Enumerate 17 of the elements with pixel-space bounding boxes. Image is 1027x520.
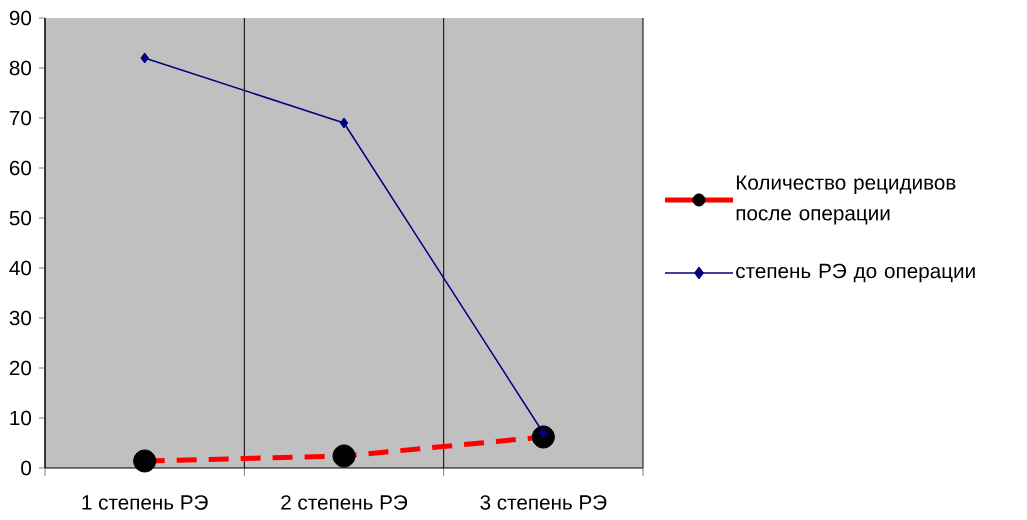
y-tick-label: 30 [9,310,32,326]
x-tick-label: 2 степень РЭ [281,495,408,510]
legend-label: степень РЭ до операции [736,263,975,283]
point [339,117,349,129]
y-tick-label: 10 [10,410,32,426]
y-tick-label: 70 [9,110,32,126]
y-tick-label: 80 [9,60,32,76]
x-tick-label: 3 степень РЭ [480,495,607,510]
y-tick-label: 0 [21,460,32,476]
legend-label: Количество рецидивов после операции [736,175,956,225]
point [140,52,149,64]
y-tick-label: 90 [9,10,32,26]
y-tick-label: 50 [9,210,32,226]
y-tick-label: 20 [9,360,32,376]
x-tick-label: 1 степень РЭ [82,495,208,510]
y-tick-label: 60 [9,160,32,176]
y-tick-label: 40 [9,260,32,276]
